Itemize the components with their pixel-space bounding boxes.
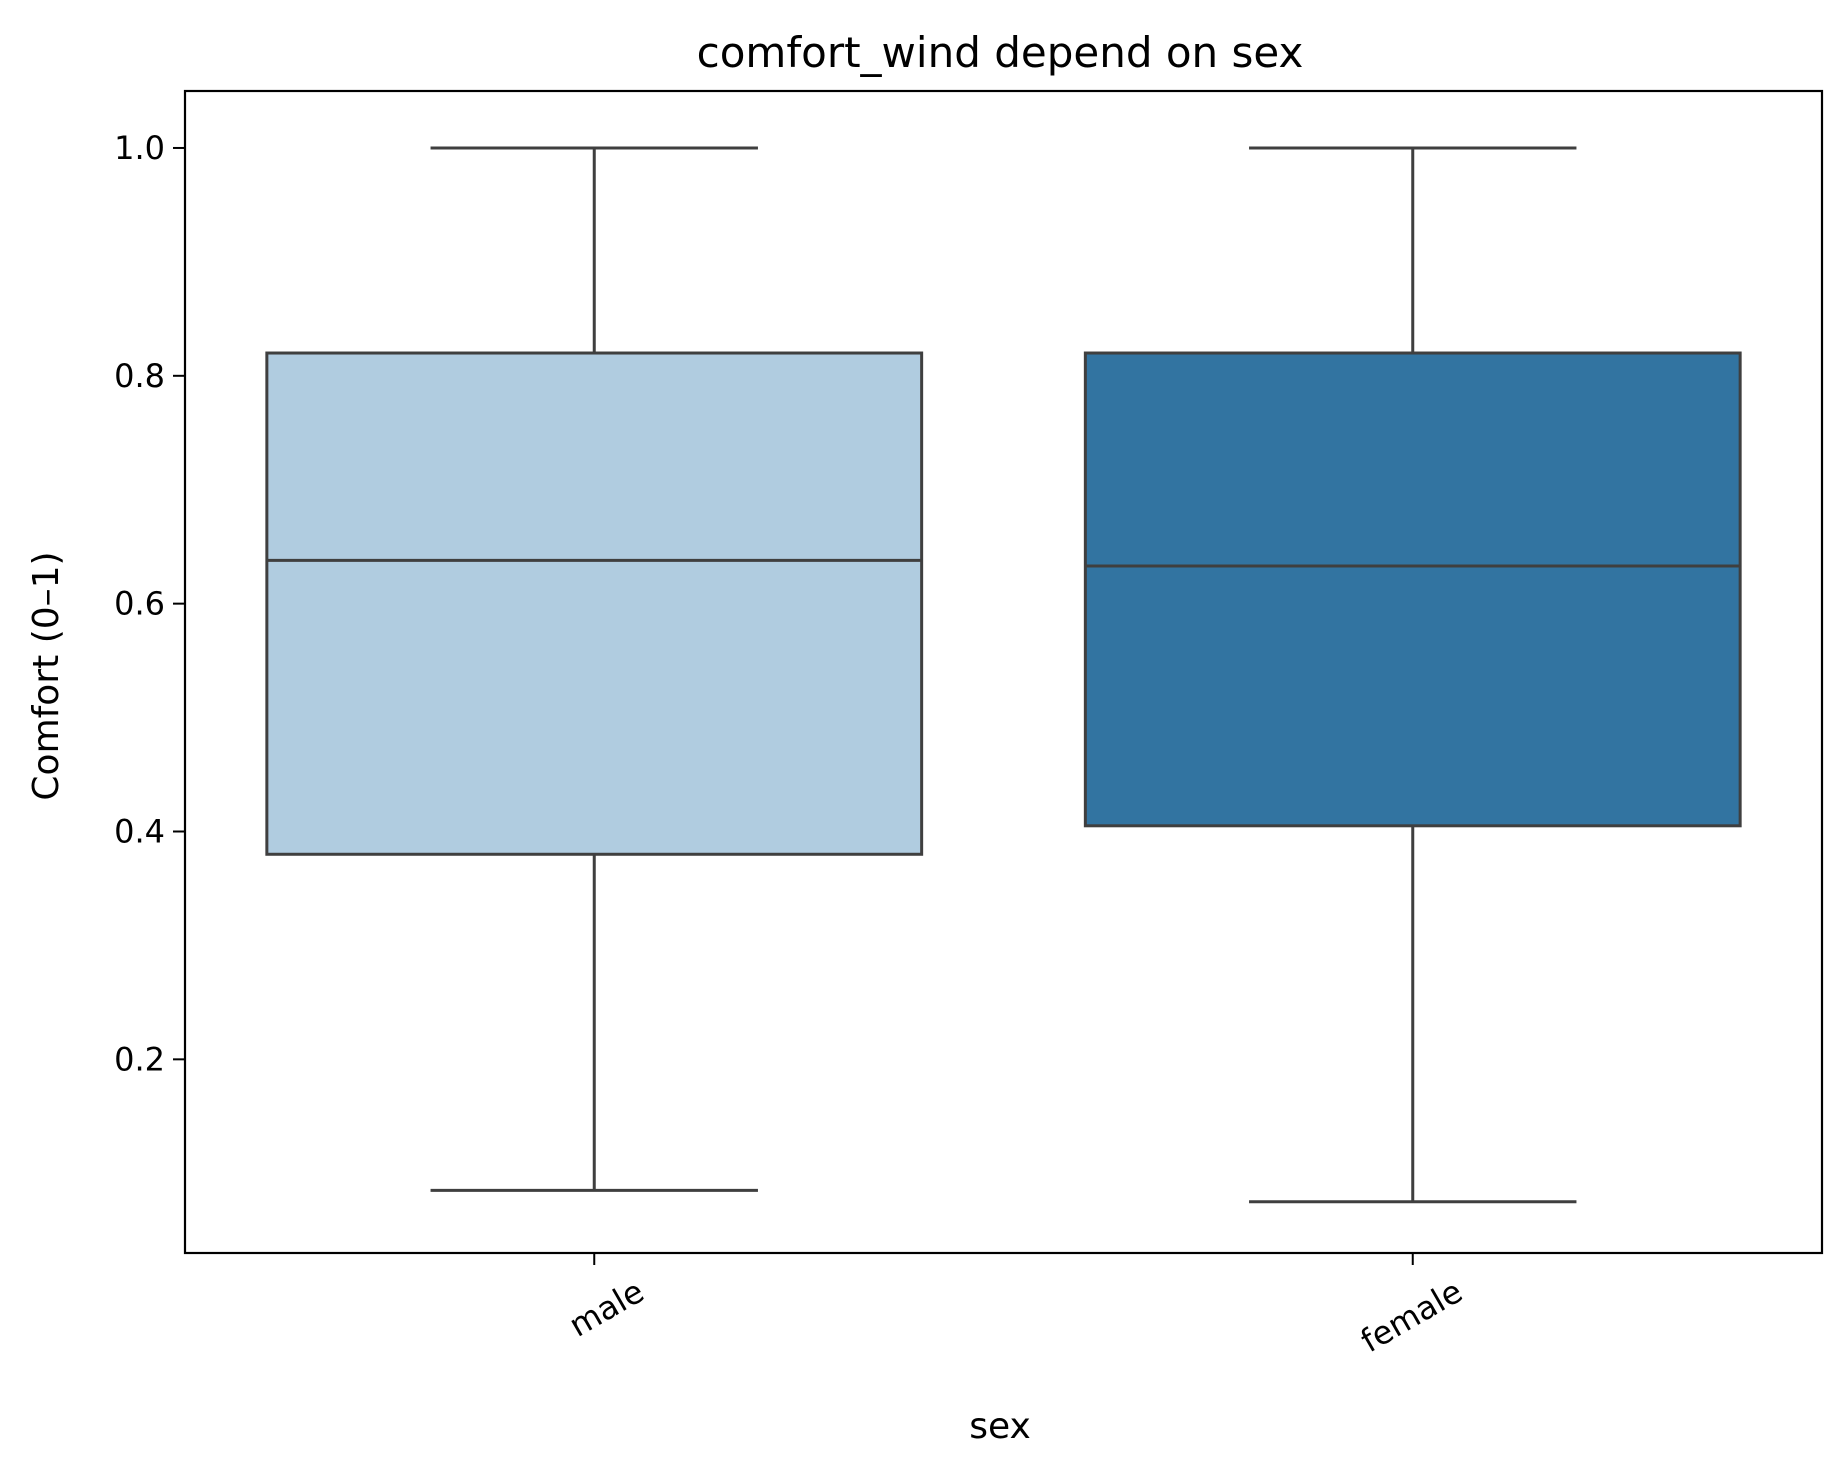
- y-tick-label: 0.2: [114, 1040, 165, 1078]
- y-axis-label: Comfort (0–1): [26, 551, 67, 800]
- chart-title: comfort_wind depend on sex: [697, 28, 1304, 77]
- plot-frame: [183, 89, 1824, 1255]
- x-axis-label: sex: [969, 1406, 1031, 1447]
- y-tick-label: 0.6: [114, 585, 165, 623]
- x-tick-label-female: female: [1354, 1272, 1469, 1360]
- box-female: [1083, 351, 1742, 828]
- y-tick-label: 0.4: [114, 812, 165, 850]
- x-tick-label-male: male: [563, 1272, 651, 1345]
- y-tick-label: 1.0: [114, 129, 165, 167]
- box-male: [265, 351, 924, 856]
- plot-area: 0.2 0.4 0.6 0.8 1.0 male female: [114, 89, 1824, 1360]
- y-tick-label: 0.8: [114, 357, 165, 395]
